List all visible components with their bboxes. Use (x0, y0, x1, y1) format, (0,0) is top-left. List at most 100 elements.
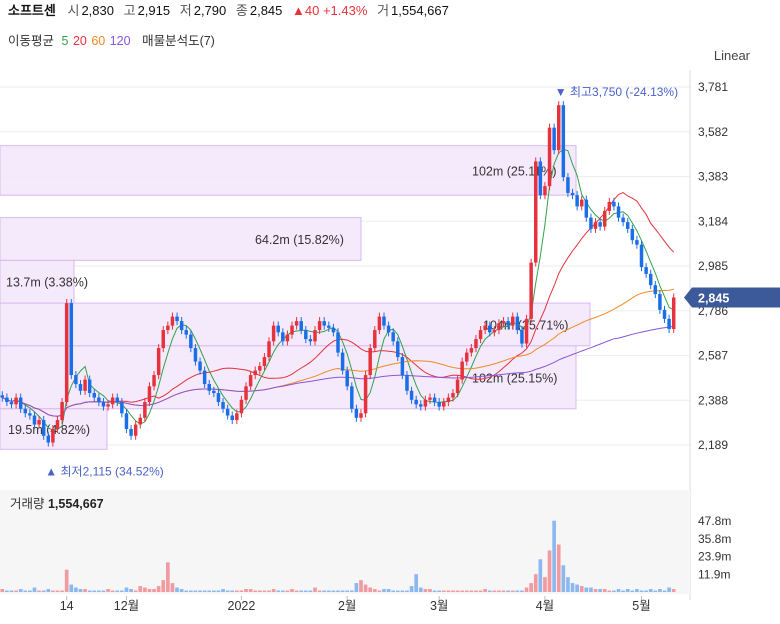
volume-bar (345, 590, 350, 592)
open-label: 시 (67, 3, 80, 18)
candle-body (51, 429, 55, 443)
volume-bar (193, 590, 198, 592)
candle-body (506, 321, 510, 326)
volume-bar (529, 583, 533, 592)
candle-body (221, 402, 225, 409)
volume-profile-label: 64.2m (15.82%) (255, 233, 344, 247)
price-tick-label: 2,587 (698, 349, 728, 363)
volume-bar (83, 589, 87, 592)
candle-body (64, 303, 69, 403)
candle-body (658, 294, 662, 310)
candle-body (179, 321, 184, 331)
volume-bar (147, 589, 152, 592)
volume-bar (211, 590, 216, 592)
volume-tick-label: 35.8m (698, 532, 731, 546)
candle-body (133, 424, 138, 436)
volume-bar (46, 589, 51, 592)
ma-60[interactable]: 60 (91, 34, 106, 48)
volume-bar (64, 569, 69, 592)
candle-body (0, 395, 5, 398)
volume-bar (299, 590, 304, 592)
volume-profile-box (0, 145, 577, 196)
volume-bar (460, 590, 465, 592)
price-markers: ▼ 최고3,750 (-24.13%) ▲ 최저2,115 (34.52%) 2,8… (45, 85, 780, 479)
candle-body (166, 325, 170, 331)
candle-body (644, 267, 648, 274)
candle-body (446, 397, 451, 403)
volume-bar (607, 590, 612, 592)
volume-profile: 102m (25.11%) 64.2m (15.82%) 13.7m (3.38%)… (0, 145, 591, 450)
candle-body (170, 316, 175, 326)
candle-body (258, 366, 262, 371)
candlesticks (0, 101, 676, 447)
volume-bar (561, 565, 566, 592)
volume-bar (244, 589, 248, 592)
candle-body (630, 228, 635, 241)
stock-name: 소프트센 (8, 3, 56, 18)
candle-body (428, 397, 432, 400)
candle-body (359, 413, 363, 418)
volume-bar (101, 590, 106, 592)
time-tick-label: 5월 (632, 599, 650, 613)
volume-bar (340, 590, 345, 592)
volume-bar (313, 587, 317, 592)
volume-bar (391, 590, 396, 592)
volume-bar (653, 590, 658, 592)
candle-body (152, 375, 156, 387)
volume-bar (294, 590, 299, 592)
volume-bar (368, 587, 373, 592)
volume-bar (290, 589, 294, 592)
candle-body (538, 161, 543, 196)
volume-bar (5, 590, 9, 592)
ma-20[interactable]: 20 (72, 34, 87, 48)
volume-bar (566, 577, 570, 592)
volume-bar (221, 589, 225, 592)
volume-bar (469, 590, 474, 592)
candle-body (511, 316, 515, 326)
candle-body (469, 348, 474, 353)
low-value: 2,790 (193, 3, 227, 18)
candle-body (474, 339, 478, 349)
volume-bar (400, 590, 405, 592)
candle-body (55, 420, 60, 430)
candle-body (87, 379, 92, 394)
ma-5[interactable]: 5 (61, 34, 69, 48)
volume-bar (446, 590, 451, 592)
volume-bar (395, 590, 400, 592)
volume-profile-toggle[interactable]: 매물분석도(7) (142, 34, 215, 48)
candle-body (368, 348, 372, 376)
candle-body (483, 325, 487, 331)
time-tick-label: 3월 (430, 599, 448, 613)
volume-tick-label: 11.9m (698, 567, 730, 581)
volume-bar (336, 590, 340, 592)
volume-label: 거래량 1,554,667 (10, 497, 104, 511)
time-axis: 14 12월 2022 2월 3월 4월 5월 (60, 596, 651, 613)
volume-bar (543, 577, 547, 592)
volume-bar (166, 562, 170, 592)
volume-bar (248, 589, 253, 592)
volume-bar (32, 587, 37, 592)
candle-body (271, 325, 276, 342)
volume-bar (515, 590, 520, 592)
price-tick-label: 2,388 (698, 393, 728, 407)
candle-body (253, 370, 257, 376)
volume-bar (202, 590, 207, 592)
volume-profile-box (0, 345, 577, 410)
ma-120[interactable]: 120 (109, 34, 131, 48)
moving-average-legend[interactable]: 이동평균 5 20 60 120 매물분석도(7) (8, 30, 219, 49)
candle-body (432, 397, 437, 403)
candle-body (60, 402, 64, 421)
candle-body (14, 397, 18, 405)
candle-body (239, 399, 244, 414)
volume-bar (455, 590, 460, 592)
volume-bar (78, 589, 83, 592)
scale-selector[interactable]: Linear (713, 48, 750, 63)
candle-body (437, 402, 441, 407)
volume-bar (556, 544, 561, 592)
candle-body (566, 177, 570, 193)
volume-bars (0, 520, 676, 592)
volume-profile-label: 13.7m (3.38%) (6, 276, 88, 290)
candle-body (515, 316, 520, 331)
volume-bar (69, 584, 74, 592)
